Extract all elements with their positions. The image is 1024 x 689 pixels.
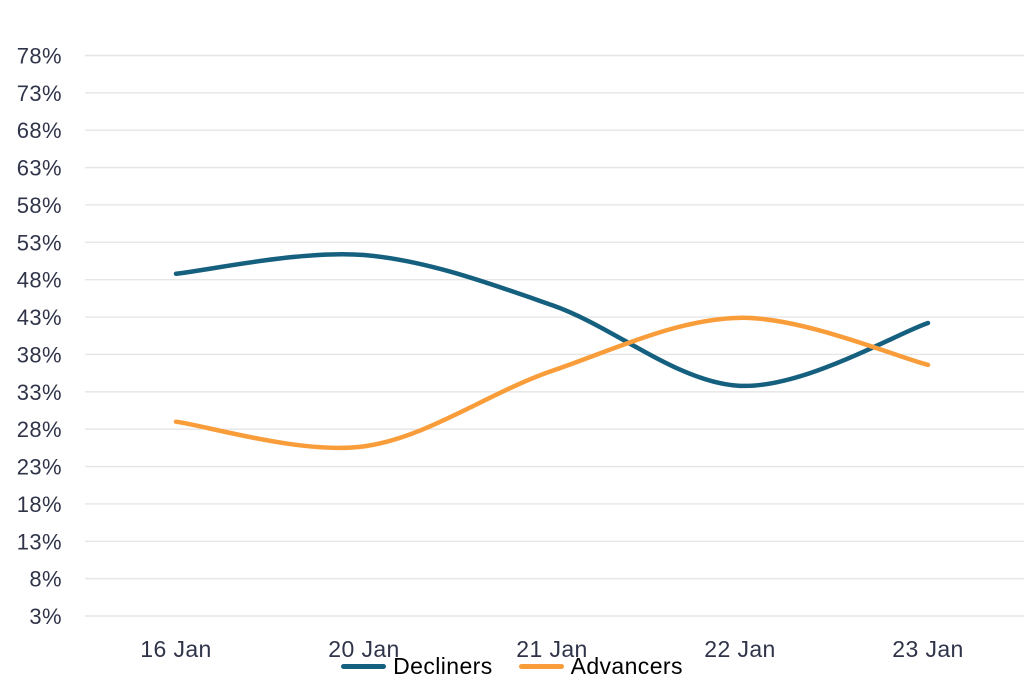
legend-label-advancers: Advancers: [570, 653, 683, 679]
x-axis-tick-label: 22 Jan: [704, 636, 775, 662]
y-axis-tick-label: 73%: [17, 81, 62, 106]
y-axis-tick-label: 48%: [17, 268, 62, 293]
y-axis-tick-label: 8%: [29, 567, 62, 592]
advancers-series-line: [173, 315, 931, 451]
y-axis-tick-label: 18%: [17, 492, 62, 517]
decliners-line-swatch-icon: [341, 664, 387, 669]
y-axis-tick-label: 63%: [17, 156, 62, 181]
y-axis-tick-label: 58%: [17, 193, 62, 218]
y-axis-tick-label: 3%: [29, 604, 62, 629]
y-axis-tick-label: 78%: [17, 44, 62, 69]
chart-legend: Decliners Advancers: [0, 653, 1024, 680]
x-axis-tick-label: 16 Jan: [140, 636, 211, 662]
decliners-series-line: [173, 252, 931, 389]
y-axis-tick-label: 68%: [17, 118, 62, 143]
y-axis-tick-label: 23%: [17, 455, 62, 480]
y-axis-tick-label: 33%: [17, 380, 62, 405]
x-axis-tick-label: 23 Jan: [892, 636, 963, 662]
legend-item-advancers[interactable]: Advancers: [518, 653, 683, 680]
x-axis-tick-label: 20 Jan: [328, 636, 399, 662]
legend-item-decliners[interactable]: Decliners: [341, 653, 492, 680]
y-axis-tick-label: 13%: [17, 529, 62, 554]
y-axis-tick-label: 53%: [17, 230, 62, 255]
y-axis-tick-label: 43%: [17, 305, 62, 330]
y-axis-tick-label: 28%: [17, 417, 62, 442]
legend-label-decliners: Decliners: [393, 653, 493, 679]
x-axis-tick-label: 21 Jan: [516, 636, 587, 662]
y-axis-tick-label: 38%: [17, 342, 62, 367]
advancers-line-swatch-icon: [518, 664, 564, 669]
